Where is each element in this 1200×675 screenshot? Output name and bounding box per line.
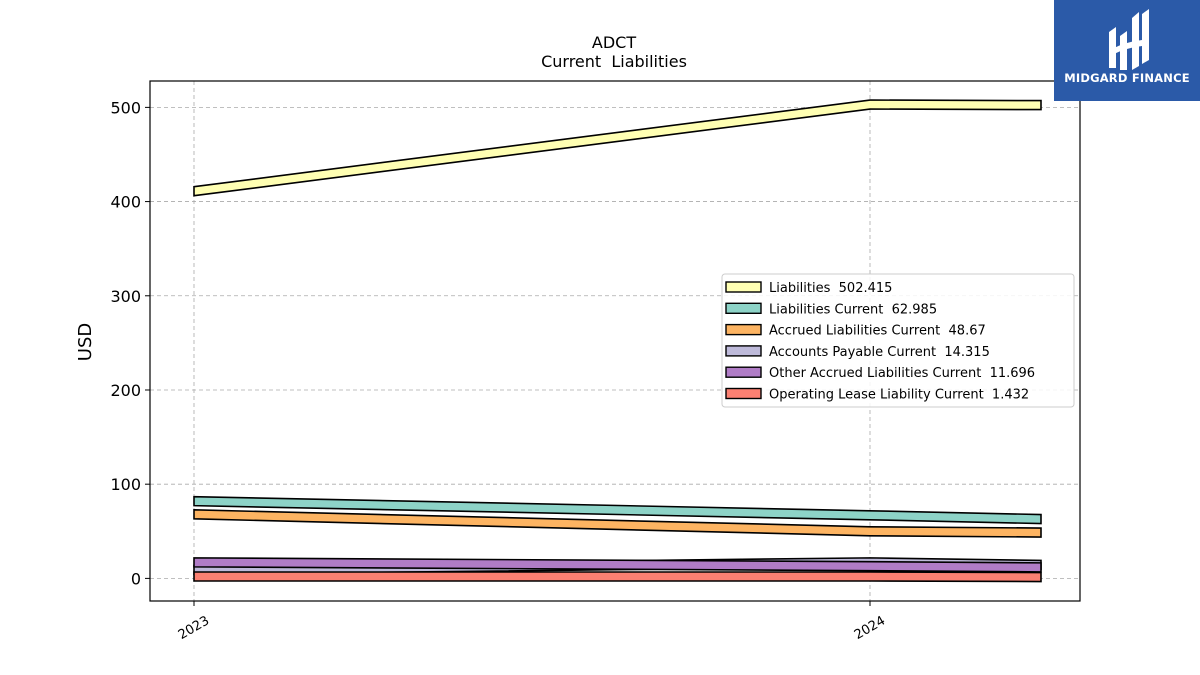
y-tick-label: 200 bbox=[110, 381, 141, 400]
plot-frame bbox=[149, 80, 1081, 602]
x-tick-label: 2023 bbox=[176, 613, 212, 643]
legend: Liabilities 502.415 Liabilities Current 6… bbox=[721, 273, 1075, 408]
y-tick-label: 500 bbox=[110, 98, 141, 117]
y-tick-label: 300 bbox=[110, 287, 141, 306]
chart-subtitle: Current Liabilities bbox=[541, 52, 687, 71]
legend-box bbox=[721, 273, 1075, 408]
series-band bbox=[193, 571, 1042, 583]
chart-title: ADCT bbox=[592, 33, 636, 52]
y-tick-label: 400 bbox=[110, 193, 141, 212]
y-ticks: 0 100 200 300 400 500 bbox=[110, 98, 150, 588]
x-tick-label: 2024 bbox=[852, 613, 888, 643]
legend-label: Accrued Liabilities Current 48.67 bbox=[769, 324, 986, 339]
legend-swatch bbox=[725, 323, 762, 336]
legend-label: Accounts Payable Current 14.315 bbox=[769, 345, 990, 360]
legend-label: Other Accrued Liabilities Current 11.696 bbox=[769, 366, 1035, 381]
series-band bbox=[193, 509, 1042, 538]
series-band bbox=[193, 99, 1042, 197]
brand-logo: MIDGARD FINANCE bbox=[1054, 0, 1200, 101]
legend-swatch bbox=[725, 281, 762, 293]
series-band bbox=[193, 495, 1042, 525]
y-axis-label: USD bbox=[75, 323, 96, 361]
y-tick-label: 100 bbox=[110, 475, 141, 494]
legend-swatch bbox=[725, 345, 762, 357]
legend-label: Operating Lease Liability Current 1.432 bbox=[769, 388, 1029, 403]
logo-mark-icon bbox=[1109, 9, 1149, 70]
legend-swatch bbox=[725, 302, 762, 314]
y-tick-label: 0 bbox=[131, 569, 141, 588]
legend-label: Liabilities 502.415 bbox=[769, 281, 892, 296]
x-ticks: 2023 2024 bbox=[176, 601, 888, 643]
logo-text: MIDGARD FINANCE bbox=[1064, 71, 1190, 85]
legend-swatch bbox=[725, 366, 762, 378]
legend-label: Liabilities Current 62.985 bbox=[769, 302, 937, 317]
legend-swatch bbox=[725, 387, 762, 400]
series-bands bbox=[193, 99, 1042, 583]
